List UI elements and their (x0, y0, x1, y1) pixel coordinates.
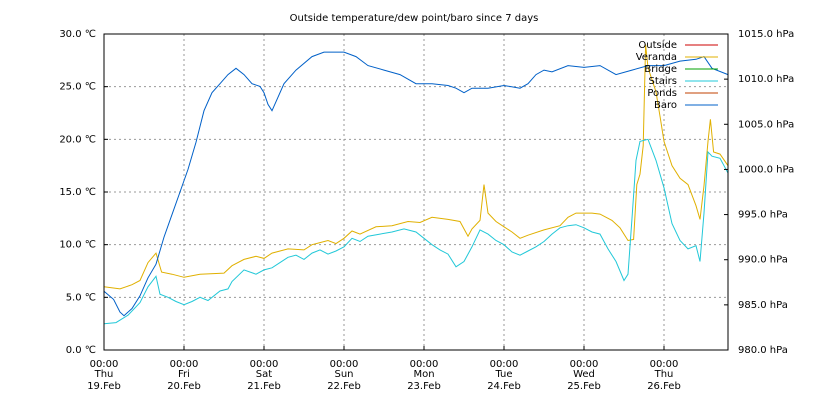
y-right-tick-label: 1005.0 hPa (738, 119, 794, 130)
x-tick-date-label: 22.Feb (327, 381, 361, 392)
x-tick-date-label: 26.Feb (647, 381, 681, 392)
series-lines (103, 44, 729, 325)
series-line-veranda (103, 44, 729, 290)
x-tick-time-label: 00:00 (490, 359, 519, 370)
x-tick-weekday-label: Sun (334, 369, 353, 380)
y-left-tick-label: 10.0 ℃ (59, 240, 96, 251)
x-tick-time-label: 00:00 (90, 359, 119, 370)
y-left-tick-label: 5.0 ℃ (66, 292, 96, 303)
x-tick-weekday-label: Fri (178, 369, 190, 380)
legend-label-bridge: Bridge (644, 64, 677, 75)
x-tick-time-label: 00:00 (570, 359, 599, 370)
x-tick-date-label: 20.Feb (167, 381, 201, 392)
x-tick-time-label: 00:00 (170, 359, 199, 370)
y-right-tick-label: 985.0 hPa (738, 300, 788, 311)
chart-title: Outside temperature/dew point/baro since… (290, 13, 539, 24)
x-tick-time-label: 00:00 (250, 359, 279, 370)
y-right-tick-label: 1000.0 hPa (738, 164, 794, 175)
x-tick-weekday-label: Thu (94, 369, 114, 380)
legend-label-stairs: Stairs (649, 76, 678, 87)
x-tick-time-label: 00:00 (650, 359, 679, 370)
y-right-tick-label: 1010.0 hPa (738, 74, 794, 85)
x-tick-date-label: 21.Feb (247, 381, 281, 392)
legend-label-outside: Outside (638, 40, 677, 51)
y-left-tick-label: 20.0 ℃ (59, 134, 96, 145)
x-tick-weekday-label: Tue (494, 369, 512, 380)
legend-label-ponds: Ponds (647, 88, 677, 99)
series-line-baro (103, 51, 729, 317)
y-left-tick-label: 25.0 ℃ (59, 82, 96, 93)
x-tick-weekday-label: Sat (256, 369, 272, 380)
y-right-tick-label: 1015.0 hPa (738, 29, 794, 40)
x-tick-weekday-label: Thu (654, 369, 674, 380)
axes: 0.0 ℃ 5.0 ℃ 10.0 ℃ 15.0 ℃ 20.0 ℃ 25.0 ℃ 30.0 ℃… (59, 29, 794, 392)
legend-label-baro: Baro (654, 100, 677, 111)
x-tick-date-label: 23.Feb (407, 381, 441, 392)
series-line-stairs (103, 138, 729, 325)
x-tick-weekday-label: Mon (413, 369, 434, 380)
grid (104, 34, 728, 350)
y-right-tick-label: 980.0 hPa (738, 345, 788, 356)
y-left-tick-label: 30.0 ℃ (59, 29, 96, 40)
y-left-tick-label: 0.0 ℃ (66, 345, 96, 356)
y-right-tick-label: 995.0 hPa (738, 210, 788, 221)
x-tick-date-label: 25.Feb (567, 381, 601, 392)
x-tick-weekday-label: Wed (573, 369, 595, 380)
y-right-tick-label: 990.0 hPa (738, 255, 788, 266)
y-left-tick-label: 15.0 ℃ (59, 187, 96, 198)
x-tick-date-label: 24.Feb (487, 381, 521, 392)
x-tick-date-label: 19.Feb (87, 381, 121, 392)
x-tick-time-label: 00:00 (410, 359, 439, 370)
x-tick-time-label: 00:00 (330, 359, 359, 370)
legend-label-veranda: Veranda (636, 52, 677, 63)
